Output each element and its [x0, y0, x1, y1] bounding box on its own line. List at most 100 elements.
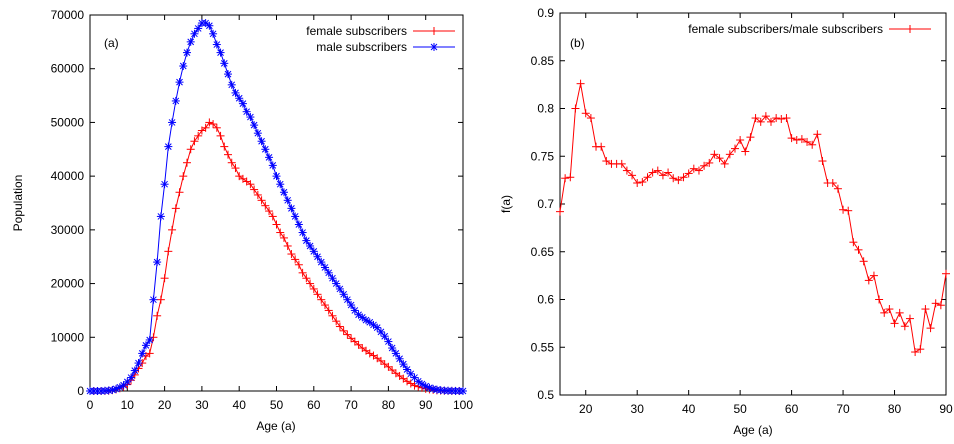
marker-d2	[388, 344, 396, 352]
marker-d2	[433, 386, 441, 394]
data-point	[388, 366, 397, 375]
data-point	[715, 154, 724, 163]
panel-b-y-ticks: 0.5 0.55 0.6 0.65 0.7 0.75 0.8 0.85 0.9	[531, 6, 946, 402]
marker-d2	[459, 387, 467, 395]
data-point	[818, 157, 827, 166]
data-point	[571, 104, 580, 113]
data-point	[710, 150, 719, 159]
data-point	[880, 308, 889, 317]
data-point	[138, 349, 147, 358]
data-point	[664, 168, 673, 177]
marker-d2	[306, 242, 314, 250]
data-point	[212, 40, 221, 49]
data-point	[399, 360, 408, 369]
data-point	[653, 166, 662, 175]
data-point	[332, 279, 341, 288]
marker-d2	[422, 382, 430, 390]
data-point	[406, 379, 415, 388]
data-point	[767, 117, 776, 126]
panel-a-y-ticks: 0 10000 20000 30000 40000 50000 60000 70000	[51, 8, 463, 398]
data-point	[201, 123, 210, 132]
data-point	[220, 142, 229, 151]
marker-d2	[344, 296, 351, 304]
marker-d2	[302, 237, 310, 244]
marker-d2	[131, 367, 139, 374]
data-point	[201, 19, 210, 28]
marker-d2	[179, 62, 187, 70]
data-point	[224, 150, 233, 159]
data-point	[171, 96, 180, 105]
data-point	[317, 258, 326, 267]
series-line-1	[90, 121, 464, 392]
data-point	[459, 387, 467, 395]
data-point	[227, 158, 236, 167]
data-point	[895, 308, 904, 317]
data-point	[669, 174, 678, 183]
x-tick-label: 0	[87, 398, 94, 412]
marker-d2	[269, 162, 277, 169]
marker-d2	[358, 314, 366, 321]
marker-d2	[164, 143, 172, 150]
x-tick-label: 30	[631, 402, 645, 416]
marker-d2	[228, 81, 236, 89]
data-point	[885, 305, 894, 314]
data-point	[350, 337, 359, 346]
marker-d2	[232, 89, 239, 97]
x-tick-label: 70	[344, 398, 358, 412]
data-point	[145, 349, 154, 358]
y-tick-label: 60000	[51, 62, 85, 76]
panel-a-legend: female subscribers male subscribers	[306, 24, 455, 54]
data-point	[153, 258, 162, 267]
data-point	[164, 142, 173, 151]
data-point	[313, 290, 322, 299]
data-point	[576, 79, 585, 88]
marker-d2	[321, 264, 329, 271]
data-point	[890, 319, 899, 328]
marker-d2	[377, 328, 385, 336]
data-point	[936, 301, 945, 310]
marker-d2	[127, 374, 135, 381]
data-point	[561, 174, 570, 183]
data-point	[365, 318, 374, 327]
panel-b-x-ticks: 20 30 40 50 60 70 80 90	[579, 13, 953, 416]
data-point	[287, 250, 296, 259]
marker-d2	[310, 247, 318, 255]
data-point	[130, 366, 139, 375]
panel-b-frame	[559, 12, 947, 396]
panel-b-tag: (b)	[570, 36, 585, 50]
marker-d2	[284, 196, 292, 204]
data-point	[231, 164, 240, 173]
marker-d2	[314, 253, 321, 261]
data-point	[309, 247, 318, 256]
y-tick-label: 0.7	[537, 197, 554, 211]
data-point	[272, 172, 281, 181]
marker-d2	[250, 121, 258, 129]
data-point	[112, 384, 121, 393]
data-point	[380, 332, 389, 341]
data-point	[190, 137, 199, 146]
data-point	[566, 173, 575, 182]
data-point	[160, 274, 169, 283]
data-point	[164, 247, 173, 256]
marker-d2	[217, 49, 224, 56]
data-point	[317, 295, 326, 304]
data-point	[792, 136, 801, 145]
data-point	[597, 142, 606, 151]
marker-d2	[224, 70, 232, 78]
marker-d2	[213, 41, 221, 48]
data-point	[175, 188, 184, 197]
marker-d2	[299, 229, 306, 236]
data-point	[127, 373, 136, 382]
data-point	[324, 306, 333, 315]
marker-d2	[418, 380, 426, 388]
x-tick-label: 50	[270, 398, 284, 412]
marker-d2	[370, 321, 377, 329]
marker-d2	[291, 213, 299, 220]
data-point	[643, 173, 652, 182]
marker-d2	[295, 221, 303, 228]
marker-d2	[407, 370, 415, 378]
y-tick-label: 0.85	[531, 54, 555, 68]
data-point	[429, 384, 438, 393]
marker-d2	[347, 301, 355, 309]
